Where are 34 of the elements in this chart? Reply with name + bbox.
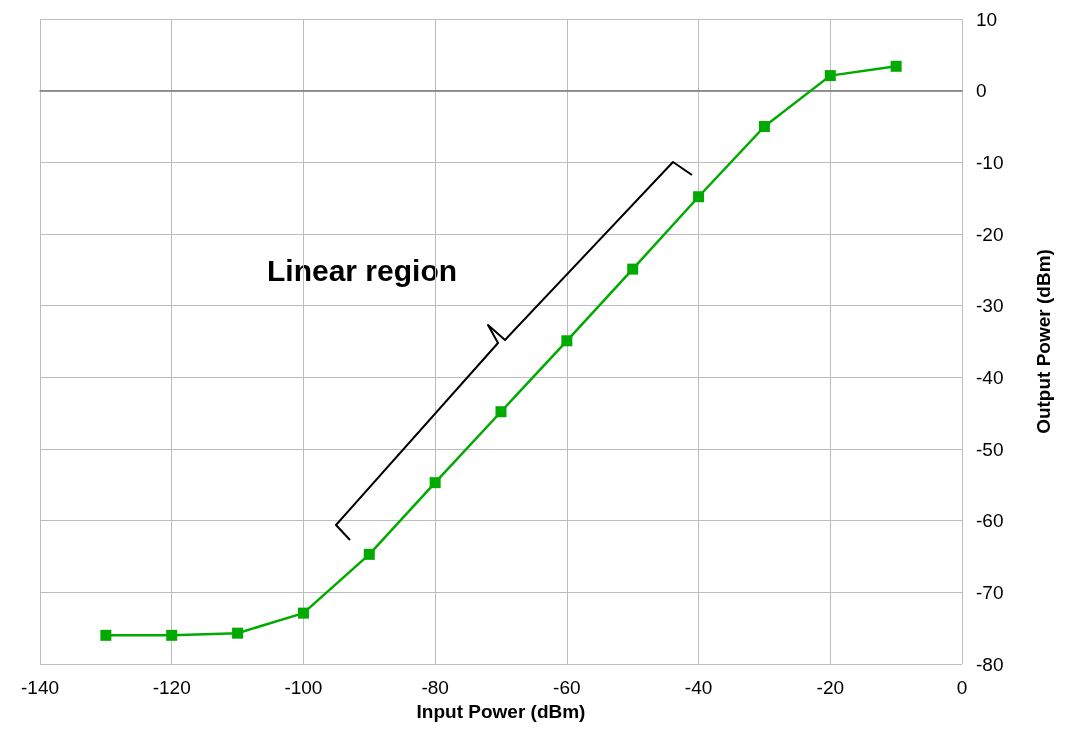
y-tick-label: -10	[976, 151, 1004, 173]
y-tick-label: -60	[976, 510, 1004, 532]
y-tick-label: -20	[976, 223, 1004, 245]
y-tick-label: -40	[976, 366, 1004, 388]
x-tick-label: -60	[553, 677, 581, 698]
point	[166, 629, 178, 641]
y-tick-label: 0	[976, 80, 987, 102]
point	[890, 60, 902, 72]
point	[495, 406, 507, 418]
point	[693, 191, 705, 203]
x-tick-label: -140	[20, 677, 60, 698]
x-tick-label: -100	[284, 677, 323, 698]
x-tick-label: -20	[816, 677, 845, 698]
point	[758, 121, 770, 132]
y-tick-label: -80	[976, 653, 1004, 675]
x-axis-title: Input Power (dBm)	[416, 700, 586, 722]
point	[824, 70, 836, 82]
x-tick-label: -40	[684, 677, 713, 698]
x-tick-label: -80	[421, 677, 449, 698]
y-tick-label: 10	[976, 8, 998, 30]
point	[100, 629, 112, 641]
x-tick-label: 0	[956, 677, 968, 698]
y-tick-label: -30	[976, 295, 1004, 317]
x-tick-label: -120	[152, 677, 191, 698]
point	[232, 627, 244, 639]
annotation: Linear region	[267, 253, 458, 287]
point	[627, 263, 639, 275]
point	[429, 477, 441, 489]
point	[363, 548, 375, 560]
point	[297, 607, 309, 619]
y-tick-label: -50	[976, 438, 1004, 460]
point	[561, 335, 573, 347]
y-tick-label: -70	[976, 581, 1004, 603]
y-axis-title: Output Power (dBm)	[1033, 249, 1054, 434]
